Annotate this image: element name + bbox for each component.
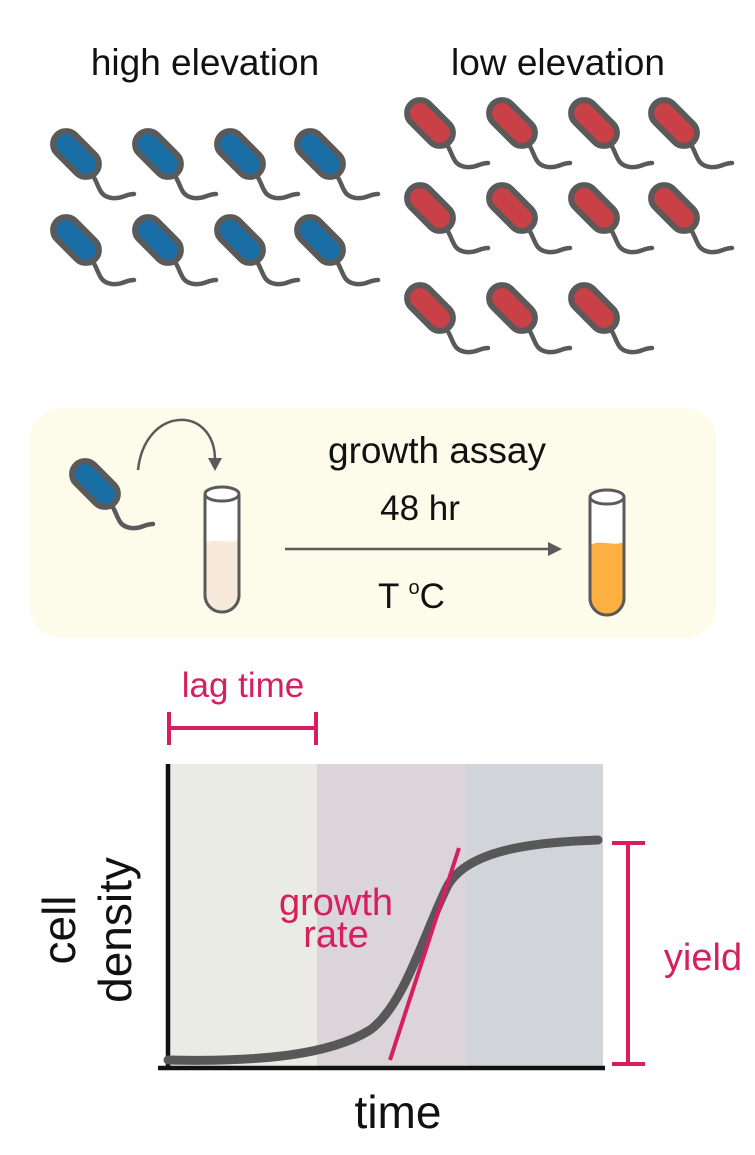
assay-duration: 48 hr <box>380 489 460 528</box>
high-elevation-bacterium-icon <box>50 128 137 201</box>
lag-phase-region <box>168 764 317 1068</box>
high-elevation-bacterium-icon <box>132 214 219 287</box>
assay-title: growth assay <box>328 430 546 471</box>
final-culture-tube-icon <box>588 488 626 617</box>
high-elevation-bacterium-icon <box>50 214 137 287</box>
high-elevation-label: high elevation <box>91 42 319 83</box>
assay-panel: growth assay 48 hr T oC <box>30 408 716 638</box>
growth-curve-line <box>163 835 603 1065</box>
y-axis-label-line1: cell <box>33 895 85 964</box>
temp-degree: o <box>408 577 419 599</box>
low-elevation-bacterium-icon <box>486 282 573 355</box>
transfer-arrow-icon <box>136 418 217 471</box>
low-elevation-bacterium-icon <box>568 182 655 255</box>
x-axis-label: time <box>355 1086 442 1138</box>
growth-rate-tangent <box>388 847 461 1061</box>
high-elevation-bacterium-icon <box>214 214 301 287</box>
assay-bacterium <box>69 458 156 531</box>
assay-bacterium-icon <box>69 458 156 531</box>
high-elevation-bacteria <box>50 128 381 287</box>
y-axis-label: cell density <box>33 857 141 1003</box>
low-elevation-bacterium-icon <box>404 282 491 355</box>
low-elevation-label: low elevation <box>451 42 665 83</box>
assay-temperature: T oC <box>378 577 445 616</box>
temp-symbol: T <box>378 577 408 616</box>
low-elevation-bacterium-icon <box>648 182 735 255</box>
high-elevation-bacterium-icon <box>132 128 219 201</box>
low-elevation-bacterium-icon <box>486 97 573 170</box>
low-elevation-bacterium-icon <box>404 182 491 255</box>
transfer-arrow-head <box>208 458 222 471</box>
temp-unit: C <box>420 577 445 616</box>
low-elevation-bacterium-icon <box>486 182 573 255</box>
lag-time-label: lag time <box>182 666 305 705</box>
initial-culture-tube-icon <box>203 485 241 614</box>
y-axis-label-line2: density <box>89 857 141 1003</box>
growth-rate-label-line1: growth <box>279 882 393 924</box>
exponential-phase-region <box>317 764 466 1068</box>
low-elevation-bacterium-icon <box>404 97 491 170</box>
growth-rate-label-line2: rate <box>303 914 368 956</box>
high-elevation-bacterium-icon <box>214 128 301 201</box>
assay-arrow-head <box>548 542 562 556</box>
stationary-phase-region <box>466 764 603 1068</box>
lag-time-bracket <box>167 712 318 745</box>
yield-label: yield <box>664 937 742 979</box>
growth-curve-plot: growth rate lag time yield cell density … <box>33 666 742 1138</box>
assay-panel-background <box>30 408 716 638</box>
high-elevation-bacterium-icon <box>294 128 381 201</box>
low-elevation-bacterium-icon <box>568 97 655 170</box>
high-elevation-bacterium-icon <box>294 214 381 287</box>
elevation-groups: high elevation low elevation <box>50 42 735 355</box>
low-elevation-bacterium-icon <box>648 97 735 170</box>
yield-bracket <box>612 841 645 1066</box>
low-elevation-bacteria <box>404 97 735 355</box>
low-elevation-bacterium-icon <box>568 282 655 355</box>
